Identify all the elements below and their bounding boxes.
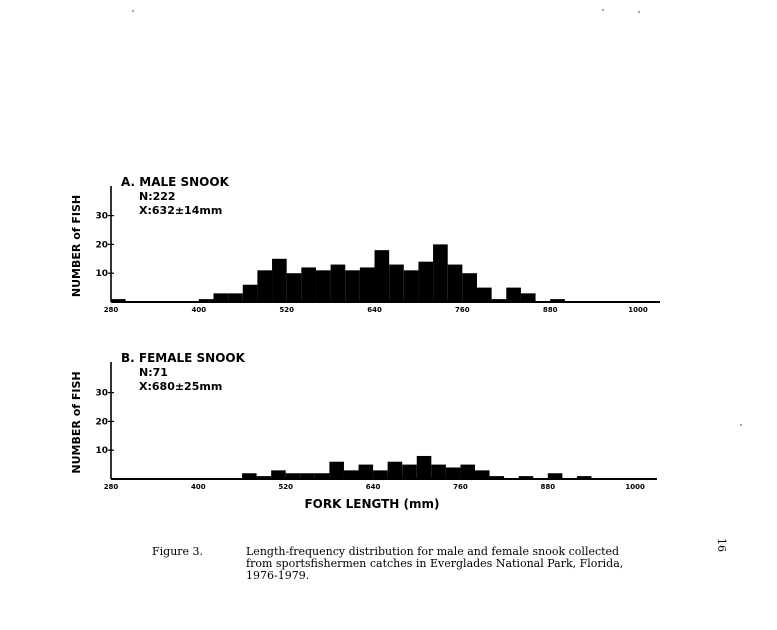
- histogram-bar: [477, 287, 492, 302]
- y-tick-label: 30: [95, 212, 108, 222]
- histogram-bar: [359, 267, 375, 302]
- y-axis-label: NUMBER of FISH: [70, 195, 83, 297]
- histogram-bar: [272, 258, 287, 302]
- histogram-bar: [315, 270, 331, 302]
- histogram-bar: [489, 476, 505, 479]
- x-tick-label: 280: [104, 306, 119, 314]
- x-tick-label: 520: [279, 306, 294, 314]
- page-number: 16: [715, 538, 728, 552]
- histogram-bar: [402, 464, 417, 479]
- histogram-bar: [460, 464, 475, 479]
- histogram-bar: [301, 267, 316, 302]
- x-tick-label: 520: [278, 483, 293, 491]
- histogram-bar: [329, 461, 344, 479]
- histogram-bar: [431, 464, 446, 479]
- y-tick-label: 20: [95, 240, 108, 250]
- caption-number: Figure 3.: [152, 545, 204, 558]
- histogram-bar: [518, 476, 534, 479]
- y-tick-label: 10: [95, 446, 108, 456]
- scan-speck: [602, 9, 604, 11]
- histogram-bar: [286, 273, 302, 302]
- histogram-bar: [374, 250, 390, 302]
- histogram-bar: [285, 473, 301, 479]
- x-axis-label: FORK LENGTH (mm): [304, 497, 439, 511]
- panel-female-snook: 10 20 30 280 400 520 640 760 880 1000 NUMBER of FI…: [70, 351, 657, 491]
- y-axis-label: NUMBER of FISH: [70, 371, 83, 473]
- histogram-bar: [373, 470, 388, 479]
- x-tick-label: 1000: [628, 306, 648, 314]
- x-tick-label: 760: [455, 306, 470, 314]
- x-tick-label: 640: [367, 306, 382, 314]
- histogram-bar: [111, 299, 126, 302]
- histogram-bar: [242, 473, 257, 479]
- histogram-bar: [228, 293, 243, 302]
- histogram-bar: [257, 270, 273, 302]
- histogram-bar: [213, 293, 229, 302]
- x-tick-label: 760: [453, 483, 468, 491]
- x-tick-label: 400: [192, 306, 207, 314]
- histogram-bar: [345, 270, 360, 302]
- scan-speck: [638, 11, 640, 13]
- panel-stat: N:71: [139, 366, 168, 379]
- histogram-bar: [358, 464, 374, 479]
- panel-stat: N:222: [139, 190, 176, 203]
- histogram-bar: [445, 467, 461, 479]
- y-tick-label: 30: [95, 389, 108, 399]
- histogram-bar: [343, 470, 359, 479]
- histogram-bar: [576, 476, 592, 479]
- panel-male-snook: 10 20 30 280 400 520 640 760 880 1000 NUMBER of FI…: [70, 175, 660, 314]
- x-tick-label: 880: [543, 306, 558, 314]
- histogram-bar: [462, 273, 477, 302]
- panel-stat: X:680±25mm: [139, 380, 222, 393]
- x-tick-label: 880: [540, 483, 555, 491]
- histogram-bar: [547, 473, 563, 479]
- x-tick-label: 640: [366, 483, 381, 491]
- histogram-bar: [433, 244, 448, 302]
- histogram-bar: [418, 261, 434, 302]
- histogram-bar: [506, 287, 521, 302]
- panel-title: A. MALE SNOOK: [121, 175, 230, 189]
- histogram-bar: [389, 264, 404, 302]
- histogram-bar: [491, 299, 507, 302]
- histogram-bar: [416, 455, 432, 479]
- caption-text: Length-frequency distribution for male a…: [246, 545, 624, 582]
- x-tick-label: 1000: [625, 483, 645, 491]
- histogram-bar: [475, 470, 490, 479]
- histogram-bar: [256, 476, 272, 479]
- histogram-bar: [403, 270, 419, 302]
- histogram-bar: [387, 461, 403, 479]
- histogram-bar: [330, 264, 346, 302]
- panel-stat: X:632±14mm: [139, 204, 222, 217]
- x-tick-label: 400: [191, 483, 206, 491]
- histogram-bar: [520, 293, 536, 302]
- x-tick-label: 280: [104, 483, 119, 491]
- histogram-bar: [271, 470, 286, 479]
- panel-title: B. FEMALE SNOOK: [121, 351, 246, 365]
- y-tick-label: 20: [95, 417, 108, 427]
- histogram-bar: [550, 299, 565, 302]
- histogram-bar: [198, 299, 214, 302]
- y-tick-label: 10: [95, 269, 108, 279]
- histogram-bar: [300, 473, 315, 479]
- histogram-bar: [314, 473, 330, 479]
- scan-speck: [132, 10, 134, 12]
- scan-speck: [740, 424, 742, 426]
- histogram-bar: [242, 284, 258, 302]
- histogram-bar: [447, 264, 463, 302]
